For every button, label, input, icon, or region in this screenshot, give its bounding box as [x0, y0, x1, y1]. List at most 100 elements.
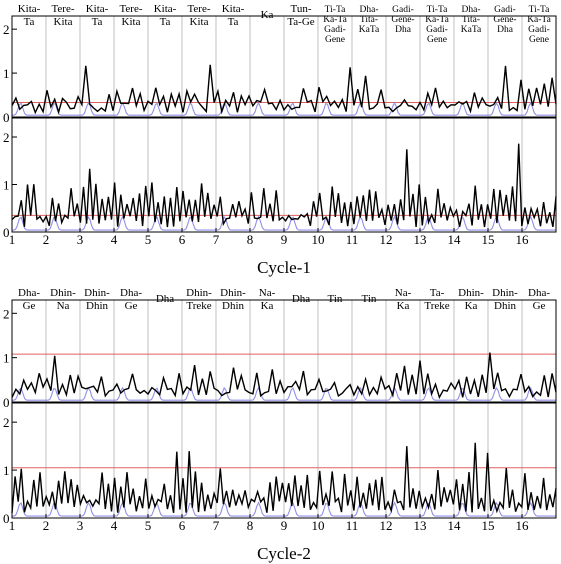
segment-label: Ti-Ta — [325, 5, 346, 15]
x-tick-label: 9 — [281, 518, 288, 533]
x-tick-label: 16 — [516, 518, 530, 533]
x-tick-label: 13 — [414, 518, 427, 533]
x-tick-label: 4 — [111, 518, 118, 533]
segment-label: Gene — [427, 35, 447, 45]
x-tick-label: 5 — [145, 518, 152, 533]
x-tick-label: 6 — [179, 518, 186, 533]
segment-label: Tita- — [360, 15, 378, 25]
x-tick-label: 15 — [482, 518, 495, 533]
segment-label: Dha- — [528, 287, 550, 299]
segment-label: Ka — [397, 300, 410, 312]
segment-label: Tun- — [291, 3, 312, 15]
x-tick-label: 14 — [448, 518, 462, 533]
x-tick-label: 6 — [179, 232, 186, 247]
y-tick-label: 2 — [3, 130, 10, 145]
x-tick-label: 10 — [312, 518, 325, 533]
segment-label: Kita — [122, 16, 141, 28]
x-tick-label: 7 — [213, 232, 220, 247]
segment-label: Ti-Ta — [529, 5, 550, 15]
segment-label: Ta — [24, 16, 35, 28]
y-tick-label: 0 — [3, 225, 10, 240]
segment-label: Kita- — [18, 3, 41, 15]
segment-label: Treke — [186, 300, 211, 312]
segment-label: Tere- — [187, 3, 210, 15]
segment-label: Kita- — [154, 3, 177, 15]
segment-label: Ta-Ge — [287, 16, 314, 28]
y-tick-label: 1 — [3, 178, 10, 193]
segment-label: Dhin- — [458, 287, 484, 299]
x-tick-label: 1 — [9, 518, 16, 533]
segment-label: Gene — [529, 35, 549, 45]
segment-label: Na — [57, 300, 70, 312]
segment-label: Dha- — [18, 287, 40, 299]
x-tick-label: 16 — [516, 232, 530, 247]
cycle-2-panel-2: 0 1 2 — [3, 402, 557, 526]
segment-label: KaTa — [461, 25, 482, 35]
cycle-label: Cycle-1 — [257, 258, 311, 277]
x-tick-label: 11 — [346, 232, 359, 247]
segment-label: Ka-Ta — [527, 15, 551, 25]
segment-label: Ge — [533, 300, 546, 312]
segment-label: Kita- — [222, 3, 245, 15]
x-tick-label: 15 — [482, 232, 495, 247]
segment-label: Gadi- — [426, 25, 448, 35]
segment-label: Ti-Ta — [427, 5, 448, 15]
segment-label: Kita — [190, 16, 209, 28]
segment-label: Dhin — [494, 300, 517, 312]
novelty-curve — [11, 64, 557, 115]
novelty-curve — [11, 442, 557, 514]
x-tick-label: 8 — [247, 518, 254, 533]
x-tick-label: 5 — [145, 232, 152, 247]
y-tick-label: 0 — [3, 395, 10, 410]
segment-label: Na- — [395, 287, 412, 299]
segment-label: Dha — [395, 25, 412, 35]
segment-label: Gene — [325, 35, 345, 45]
x-tick-label: 11 — [346, 518, 359, 533]
segment-label: Dhin — [222, 300, 245, 312]
segment-label: Ta — [92, 16, 103, 28]
segment-label: Ka — [261, 9, 274, 21]
x-tick-label: 4 — [111, 232, 118, 247]
segment-label: Na- — [259, 287, 276, 299]
segment-label: Ta — [228, 16, 239, 28]
y-tick-label: 2 — [3, 22, 10, 37]
y-tick-label: 2 — [3, 306, 10, 321]
segment-label: Ka — [465, 300, 478, 312]
segment-label: Dha- — [360, 5, 379, 15]
y-tick-label: 0 — [3, 511, 10, 526]
segment-label: Ge — [23, 300, 36, 312]
novelty-curve — [11, 352, 557, 400]
segment-label: Gene- — [493, 15, 516, 25]
segment-label: Dha- — [462, 5, 481, 15]
segment-label: Dha — [497, 25, 514, 35]
x-tick-label: 2 — [43, 518, 50, 533]
segment-label: Tin — [362, 293, 377, 305]
x-tick-label: 13 — [414, 232, 427, 247]
segment-label: Dha — [292, 293, 310, 305]
segment-label: Gadi- — [392, 5, 414, 15]
segment-label: Dhin- — [492, 287, 518, 299]
panel-frame — [11, 15, 557, 118]
y-tick-label: 1 — [3, 66, 10, 81]
segment-label: Dhin- — [220, 287, 246, 299]
segment-label: Kita — [54, 16, 73, 28]
segment-label: Ge — [125, 300, 138, 312]
x-tick-label: 3 — [77, 518, 84, 533]
cycle-1-group: 012012Kita-TaTere-KitaKita-TaTere-KitaKi… — [3, 3, 557, 277]
segment-label: Kita- — [86, 3, 109, 15]
y-tick-label: 2 — [3, 415, 10, 430]
segment-label: Tita- — [462, 15, 480, 25]
segment-label: Dhin — [86, 300, 109, 312]
segment-label: Tin — [328, 293, 343, 305]
segment-label: Gene- — [391, 15, 414, 25]
novelty-curve — [11, 143, 557, 228]
x-tick-label: 7 — [213, 518, 220, 533]
x-tick-label: 8 — [247, 232, 254, 247]
cycle-label: Cycle-2 — [257, 544, 311, 563]
x-tick-label: 14 — [448, 232, 462, 247]
x-tick-label: 1 — [9, 232, 16, 247]
x-tick-label: 10 — [312, 232, 325, 247]
y-tick-label: 0 — [3, 110, 10, 125]
segment-label: Gadi- — [324, 25, 346, 35]
